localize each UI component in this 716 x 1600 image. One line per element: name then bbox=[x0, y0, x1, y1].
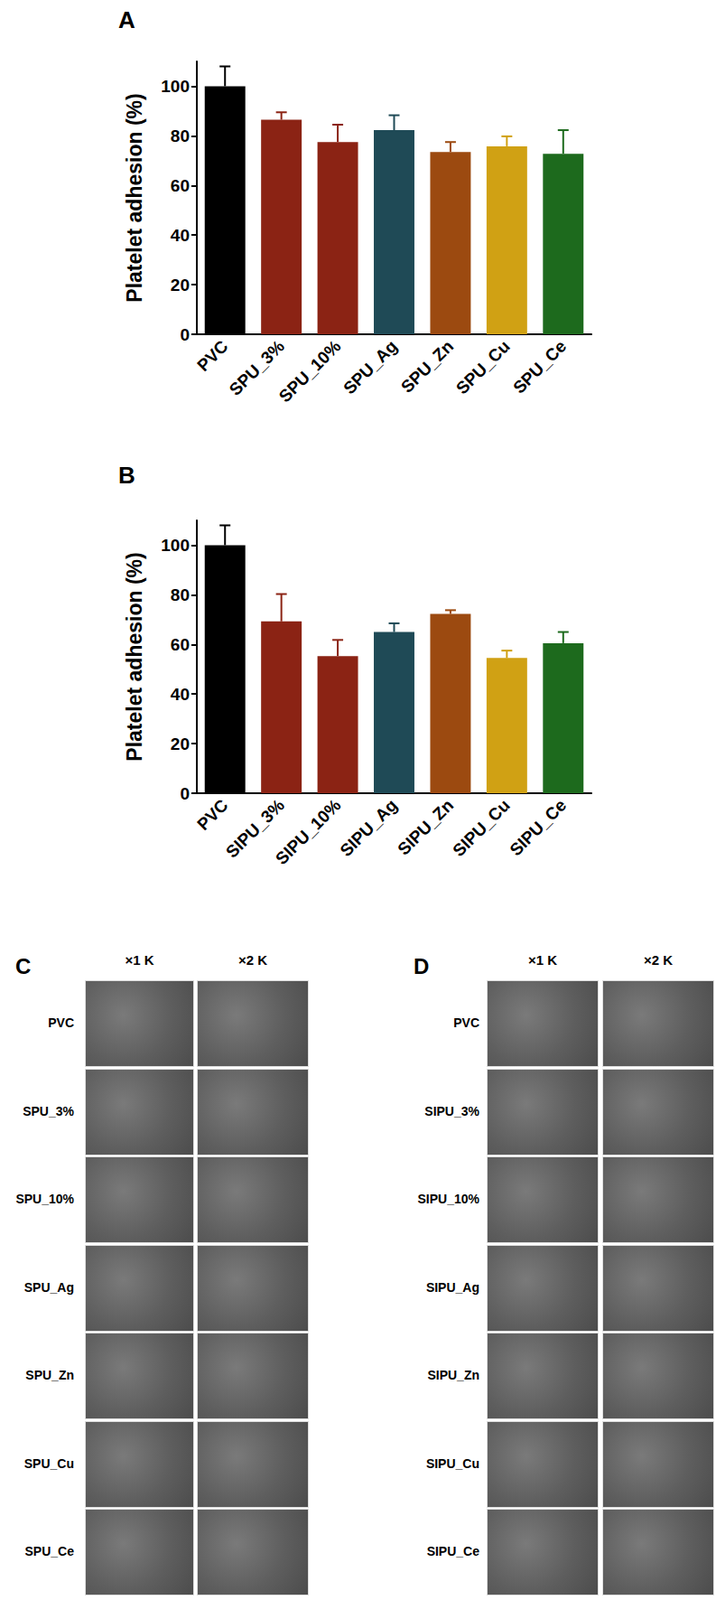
svg-text:Platelet adhesion (%): Platelet adhesion (%) bbox=[122, 551, 147, 761]
svg-text:SPU_10%: SPU_10% bbox=[275, 335, 345, 406]
svg-text:SPU_Ag: SPU_Ag bbox=[339, 336, 401, 399]
svg-text:100: 100 bbox=[160, 535, 190, 555]
html-text:D: D bbox=[413, 953, 430, 978]
html-text:SIPU_Ag: SIPU_Ag bbox=[426, 1278, 480, 1294]
html-text:×2 K: ×2 K bbox=[643, 951, 673, 968]
svg-text:SPU_Zn: SPU_Zn bbox=[397, 336, 457, 397]
svg-text:40: 40 bbox=[170, 684, 190, 704]
svg-text:100: 100 bbox=[160, 76, 190, 96]
html-text:×1 K: ×1 K bbox=[528, 951, 558, 968]
html-text:SPU_Zn: SPU_Zn bbox=[25, 1366, 75, 1382]
svg-text:SIPU_Ce: SIPU_Ce bbox=[505, 795, 570, 860]
html-text:SPU_Ag: SPU_Ag bbox=[24, 1278, 75, 1294]
html-text:SPU_3%: SPU_3% bbox=[22, 1102, 75, 1118]
svg-text:SPU_3%: SPU_3% bbox=[225, 336, 289, 399]
html-text:PVC: PVC bbox=[453, 1014, 480, 1030]
html-text:SPU_Cu: SPU_Cu bbox=[24, 1455, 75, 1470]
svg-text:20: 20 bbox=[170, 734, 190, 754]
html-text:×1 K: ×1 K bbox=[124, 951, 154, 968]
html-text:×2 K: ×2 K bbox=[238, 951, 268, 968]
html-text:SIPU_10%: SIPU_10% bbox=[417, 1190, 480, 1206]
svg-text:SIPU_Zn: SIPU_Zn bbox=[393, 795, 457, 859]
svg-text:A: A bbox=[118, 6, 136, 34]
svg-text:SIPU_3%: SIPU_3% bbox=[222, 795, 289, 862]
svg-text:40: 40 bbox=[170, 225, 190, 245]
svg-text:SIPU_Ag: SIPU_Ag bbox=[335, 795, 401, 861]
svg-text:SPU_Cu: SPU_Cu bbox=[452, 336, 514, 399]
html-text:SIPU_3%: SIPU_3% bbox=[424, 1102, 480, 1118]
html-text:SIPU_Zn: SIPU_Zn bbox=[427, 1366, 480, 1382]
svg-text:B: B bbox=[118, 461, 136, 489]
svg-text:80: 80 bbox=[170, 126, 190, 146]
svg-text:Platelet adhesion (%): Platelet adhesion (%) bbox=[122, 92, 147, 302]
html-text:SPU_Ce: SPU_Ce bbox=[24, 1543, 75, 1558]
svg-text:SPU_Ce: SPU_Ce bbox=[509, 336, 570, 398]
svg-text:80: 80 bbox=[170, 585, 190, 605]
html-text:C: C bbox=[15, 953, 31, 978]
html-text:SIPU_Cu: SIPU_Cu bbox=[426, 1455, 480, 1470]
svg-text:SIPU_Cu: SIPU_Cu bbox=[448, 795, 514, 861]
svg-text:0: 0 bbox=[179, 783, 190, 803]
svg-text:SIPU_10%: SIPU_10% bbox=[271, 794, 345, 868]
svg-text:20: 20 bbox=[170, 275, 190, 295]
svg-text:60: 60 bbox=[170, 634, 190, 654]
svg-text:60: 60 bbox=[170, 176, 190, 196]
svg-text:PVC: PVC bbox=[193, 335, 233, 375]
html-text:PVC: PVC bbox=[48, 1014, 75, 1030]
html-text:SIPU_Ce: SIPU_Ce bbox=[426, 1543, 480, 1558]
svg-text:PVC: PVC bbox=[193, 794, 233, 834]
html-text:SPU_10%: SPU_10% bbox=[15, 1190, 75, 1206]
svg-text:0: 0 bbox=[179, 325, 190, 345]
